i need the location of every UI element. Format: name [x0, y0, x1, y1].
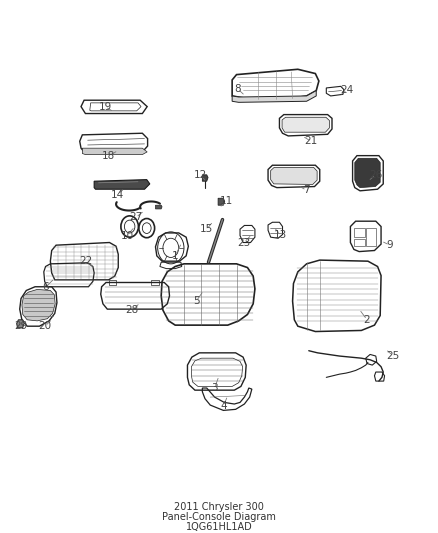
- Polygon shape: [202, 175, 208, 181]
- Text: 18: 18: [102, 151, 115, 161]
- Text: 2: 2: [364, 315, 371, 325]
- Text: 22: 22: [80, 256, 93, 266]
- Text: 5: 5: [193, 296, 200, 306]
- Text: 7: 7: [303, 185, 310, 195]
- Bar: [358, 163, 367, 171]
- Bar: [369, 163, 377, 171]
- Text: 14: 14: [111, 190, 124, 199]
- Text: 2011 Chrysler 300: 2011 Chrysler 300: [174, 503, 264, 512]
- Polygon shape: [355, 158, 380, 188]
- Text: 3: 3: [211, 383, 218, 393]
- Polygon shape: [82, 148, 147, 155]
- Text: 4: 4: [220, 401, 227, 411]
- Circle shape: [368, 173, 375, 182]
- Polygon shape: [155, 205, 162, 209]
- Text: 23: 23: [237, 238, 251, 247]
- Polygon shape: [22, 289, 55, 321]
- Text: 6: 6: [42, 282, 49, 292]
- Text: 28: 28: [126, 305, 139, 315]
- Text: 11: 11: [220, 197, 233, 206]
- Text: 15: 15: [200, 224, 213, 234]
- Text: 1QG61HL1AD: 1QG61HL1AD: [186, 522, 252, 531]
- Bar: [366, 228, 376, 246]
- Polygon shape: [17, 320, 24, 328]
- Text: 20: 20: [39, 321, 52, 331]
- Polygon shape: [218, 198, 225, 205]
- Text: 12: 12: [194, 170, 207, 180]
- Text: 10: 10: [120, 231, 134, 240]
- Text: 8: 8: [234, 84, 241, 94]
- Text: 25: 25: [386, 351, 399, 360]
- Text: 27: 27: [129, 213, 142, 222]
- Text: 24: 24: [341, 85, 354, 94]
- Polygon shape: [271, 167, 317, 184]
- Polygon shape: [232, 91, 316, 102]
- Text: 9: 9: [386, 240, 393, 250]
- Bar: [354, 228, 365, 237]
- Polygon shape: [282, 117, 329, 132]
- Bar: [358, 173, 367, 181]
- Bar: [354, 239, 365, 246]
- Text: 19: 19: [99, 102, 112, 111]
- Text: 1: 1: [172, 251, 179, 261]
- Text: 13: 13: [274, 230, 287, 239]
- Text: 21: 21: [304, 136, 318, 146]
- Text: 29: 29: [14, 321, 27, 331]
- Text: 26: 26: [369, 170, 382, 180]
- Polygon shape: [94, 180, 150, 189]
- Text: Panel-Console Diagram: Panel-Console Diagram: [162, 512, 276, 522]
